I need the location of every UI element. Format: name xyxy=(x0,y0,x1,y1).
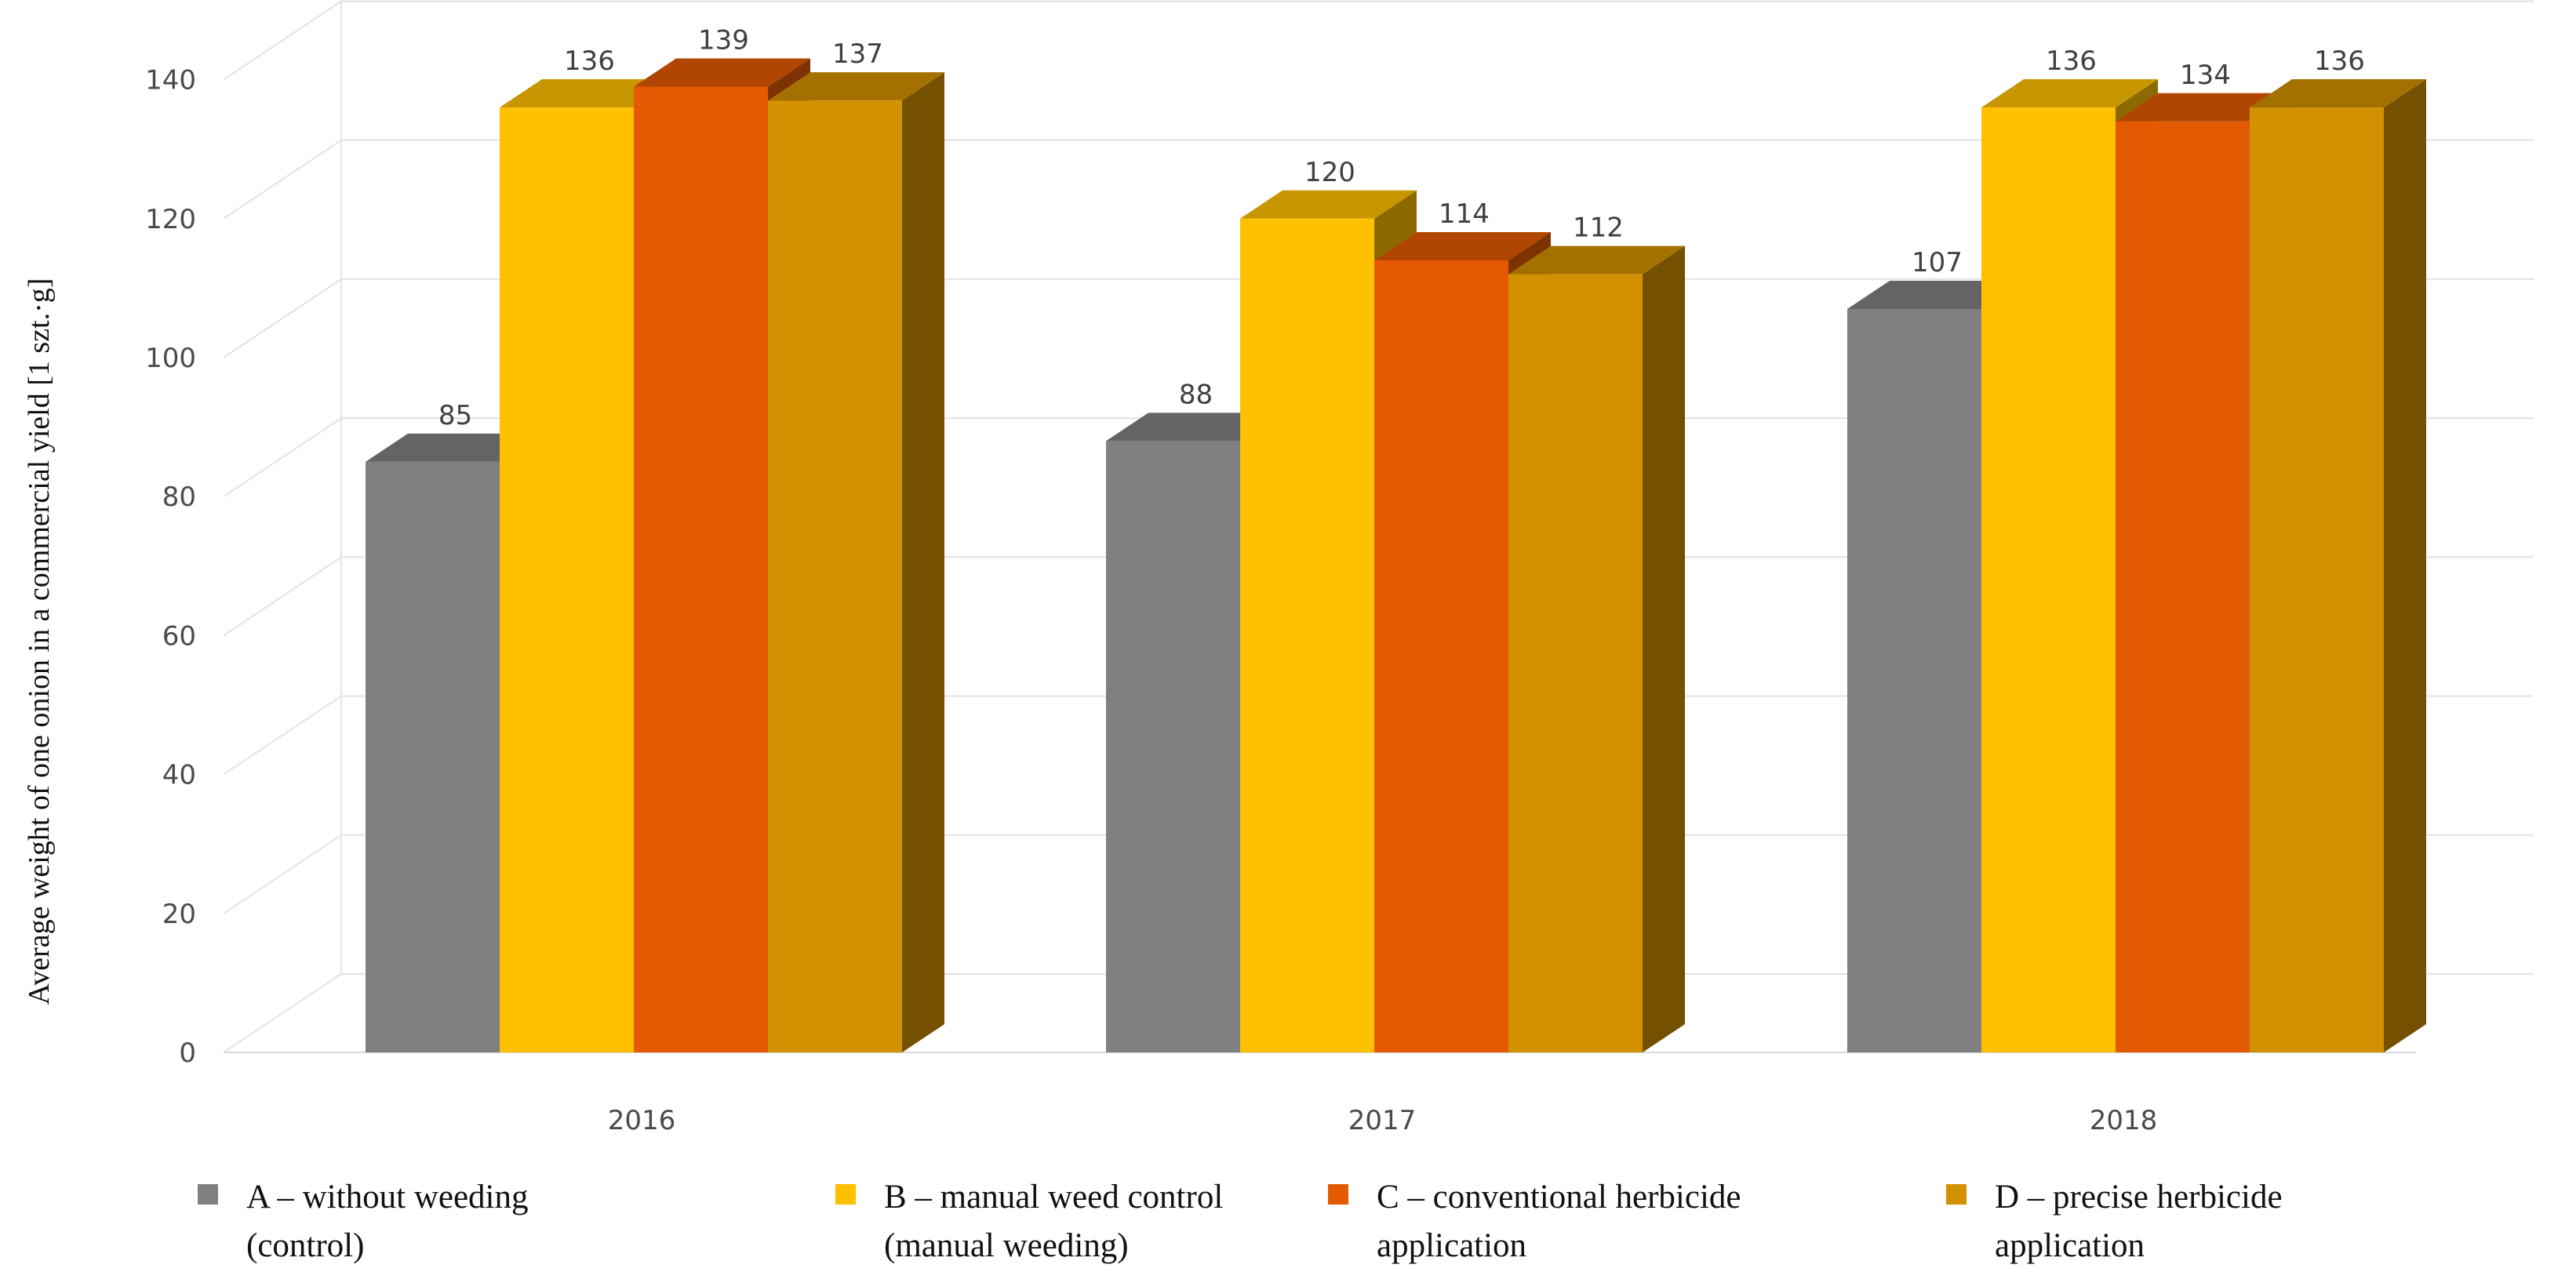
y-axis: 0 20 40 60 80 100 120 140 xyxy=(145,65,196,1069)
bar-side xyxy=(1643,245,1685,1053)
bar-front xyxy=(634,86,768,1053)
bar-front xyxy=(1374,260,1508,1053)
y-tick-label: 20 xyxy=(162,899,196,930)
legend-label: C – conventional herbicide application xyxy=(1377,1179,1741,1264)
gridline-diagonal xyxy=(223,417,342,498)
bar-front xyxy=(1847,308,1981,1053)
data-label: 107 xyxy=(1912,247,1963,278)
data-label: 85 xyxy=(438,400,472,431)
y-tick-label: 40 xyxy=(162,760,196,791)
legend-label: B – manual weed control (manual weeding) xyxy=(884,1179,1223,1264)
gridline-diagonal xyxy=(223,556,342,637)
data-label: 112 xyxy=(1573,213,1624,244)
bar-front xyxy=(1508,274,1643,1052)
gridline-diagonal xyxy=(223,278,342,358)
bar-top xyxy=(2250,79,2426,108)
data-label: 120 xyxy=(1304,157,1355,188)
bar-top xyxy=(768,72,944,101)
x-axis: 2016 2017 2018 xyxy=(608,1105,2158,1136)
bar-front xyxy=(366,461,500,1052)
bar-top xyxy=(634,58,810,87)
y-tick-label: 80 xyxy=(162,482,196,513)
legend-item: D – precise herbicide application xyxy=(1946,1179,2283,1264)
bar-front xyxy=(2116,121,2250,1052)
bar-top xyxy=(1847,280,2024,309)
y-tick-label: 140 xyxy=(145,65,196,96)
legend-item: A – without weeding (control) xyxy=(198,1179,529,1264)
y-tick-label: 120 xyxy=(145,204,196,235)
bar-side xyxy=(902,72,944,1052)
bar-front xyxy=(500,107,634,1052)
data-labels: 85 136 139 137 88 120 114 112 107 136 134 136 xyxy=(438,24,2365,431)
legend-swatch xyxy=(198,1184,218,1205)
bar-top xyxy=(1508,245,1685,274)
legend-swatch xyxy=(1328,1184,1348,1205)
data-label: 136 xyxy=(2314,45,2365,77)
gridline-diagonal xyxy=(223,973,342,1053)
y-axis-title: Average weight of one onion in a commerc… xyxy=(23,278,56,1005)
x-tick-label: 2018 xyxy=(2090,1105,2158,1136)
data-label: 136 xyxy=(564,45,615,77)
gridline-diagonal xyxy=(223,834,342,914)
bar-top xyxy=(1981,79,2158,108)
bar-top xyxy=(366,433,542,462)
legend-item: B – manual weed control (manual weeding) xyxy=(835,1179,1223,1264)
y-tick-label: 60 xyxy=(162,620,196,652)
x-tick-label: 2016 xyxy=(608,1105,676,1136)
gridline-diagonal xyxy=(223,695,342,776)
bar xyxy=(2250,79,2426,1052)
data-label: 136 xyxy=(2046,45,2097,77)
bar xyxy=(768,72,944,1053)
legend-label: A – without weeding (control) xyxy=(246,1179,529,1264)
bar-top xyxy=(1374,231,1551,260)
legend-item: C – conventional herbicide application xyxy=(1328,1179,1741,1264)
data-label: 88 xyxy=(1179,379,1213,410)
x-tick-label: 2017 xyxy=(1348,1105,1417,1136)
bar-front xyxy=(1240,218,1374,1052)
gridline-diagonal xyxy=(223,139,342,220)
data-label: 137 xyxy=(832,38,883,70)
bar-front xyxy=(768,100,902,1053)
legend-swatch xyxy=(835,1184,856,1205)
bar-top xyxy=(2116,93,2292,122)
bar-side xyxy=(2384,79,2426,1052)
y-tick-label: 0 xyxy=(179,1038,196,1069)
data-label: 114 xyxy=(1439,198,1490,230)
legend-label: D – precise herbicide application xyxy=(1995,1179,2283,1264)
bar-top xyxy=(1106,412,1283,442)
bars xyxy=(366,58,2426,1053)
bar-top xyxy=(500,79,676,108)
bar xyxy=(1508,245,1685,1053)
bar-top xyxy=(1240,190,1417,219)
legend: A – without weeding (control) B – manual w… xyxy=(198,1179,2283,1264)
bar-front xyxy=(1106,441,1240,1052)
gridline-diagonal xyxy=(223,0,342,81)
legend-swatch xyxy=(1946,1184,1967,1205)
data-label: 139 xyxy=(698,24,749,56)
bar-front xyxy=(2250,107,2384,1052)
bar-front xyxy=(1981,107,2116,1052)
y-tick-label: 100 xyxy=(145,343,196,374)
data-label: 134 xyxy=(2180,60,2231,91)
